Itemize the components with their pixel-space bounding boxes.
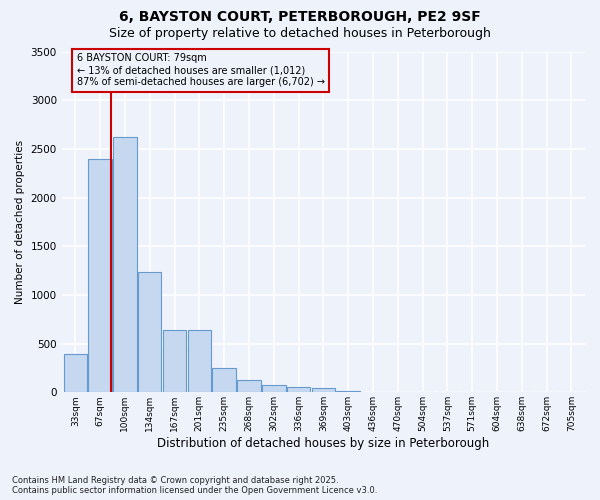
Bar	[212, 368, 236, 392]
Text: 6, BAYSTON COURT, PETERBOROUGH, PE2 9SF: 6, BAYSTON COURT, PETERBOROUGH, PE2 9SF	[119, 10, 481, 24]
X-axis label: Distribution of detached houses by size in Peterborough: Distribution of detached houses by size …	[157, 437, 490, 450]
Bar	[138, 272, 161, 392]
Text: Size of property relative to detached houses in Peterborough: Size of property relative to detached ho…	[109, 28, 491, 40]
Bar	[64, 354, 87, 393]
Text: 6 BAYSTON COURT: 79sqm
← 13% of detached houses are smaller (1,012)
87% of semi-: 6 BAYSTON COURT: 79sqm ← 13% of detached…	[77, 54, 325, 86]
Bar	[262, 386, 286, 392]
Text: Contains HM Land Registry data © Crown copyright and database right 2025.
Contai: Contains HM Land Registry data © Crown c…	[12, 476, 377, 495]
Bar	[287, 388, 310, 392]
Title: 6, BAYSTON COURT, PETERBOROUGH, PE2 9SF
Size of property relative to detached ho: 6, BAYSTON COURT, PETERBOROUGH, PE2 9SF …	[0, 499, 1, 500]
Y-axis label: Number of detached properties: Number of detached properties	[15, 140, 25, 304]
Bar	[188, 330, 211, 392]
Bar	[311, 388, 335, 392]
Bar	[163, 330, 186, 392]
Bar	[237, 380, 261, 392]
Bar	[88, 158, 112, 392]
Bar	[113, 137, 137, 392]
